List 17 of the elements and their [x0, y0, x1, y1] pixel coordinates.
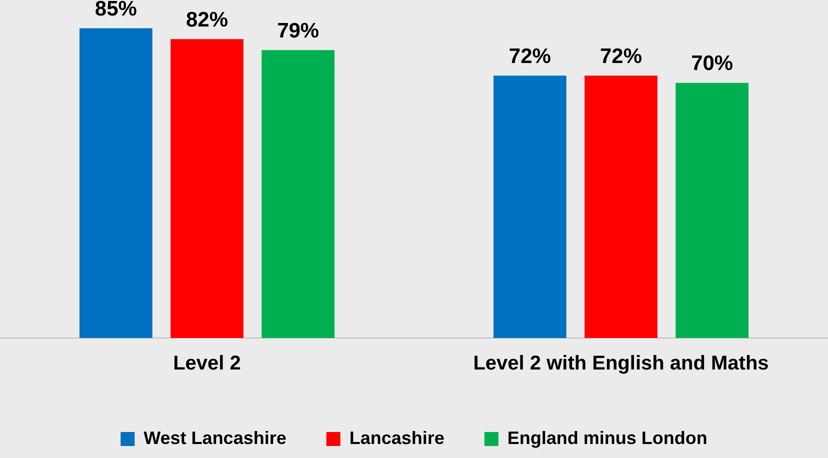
legend-label: West Lancashire — [144, 428, 286, 448]
data-label: 72% — [508, 44, 552, 68]
x-tick-label: Level 2 with English and Maths — [473, 352, 769, 375]
bar — [676, 82, 749, 338]
legend-label: England minus London — [507, 428, 708, 448]
data-label: 85% — [94, 0, 138, 21]
bar — [79, 28, 152, 338]
bar — [262, 50, 335, 338]
data-label: 72% — [600, 44, 642, 68]
legend-label: Lancashire — [349, 428, 444, 448]
bar — [170, 39, 244, 338]
data-label: 79% — [277, 19, 320, 42]
bar — [584, 76, 658, 338]
bar — [493, 76, 566, 338]
data-label: 70% — [691, 52, 734, 76]
data-label: 82% — [186, 8, 228, 32]
x-tick-label: Level 2 — [173, 352, 241, 375]
